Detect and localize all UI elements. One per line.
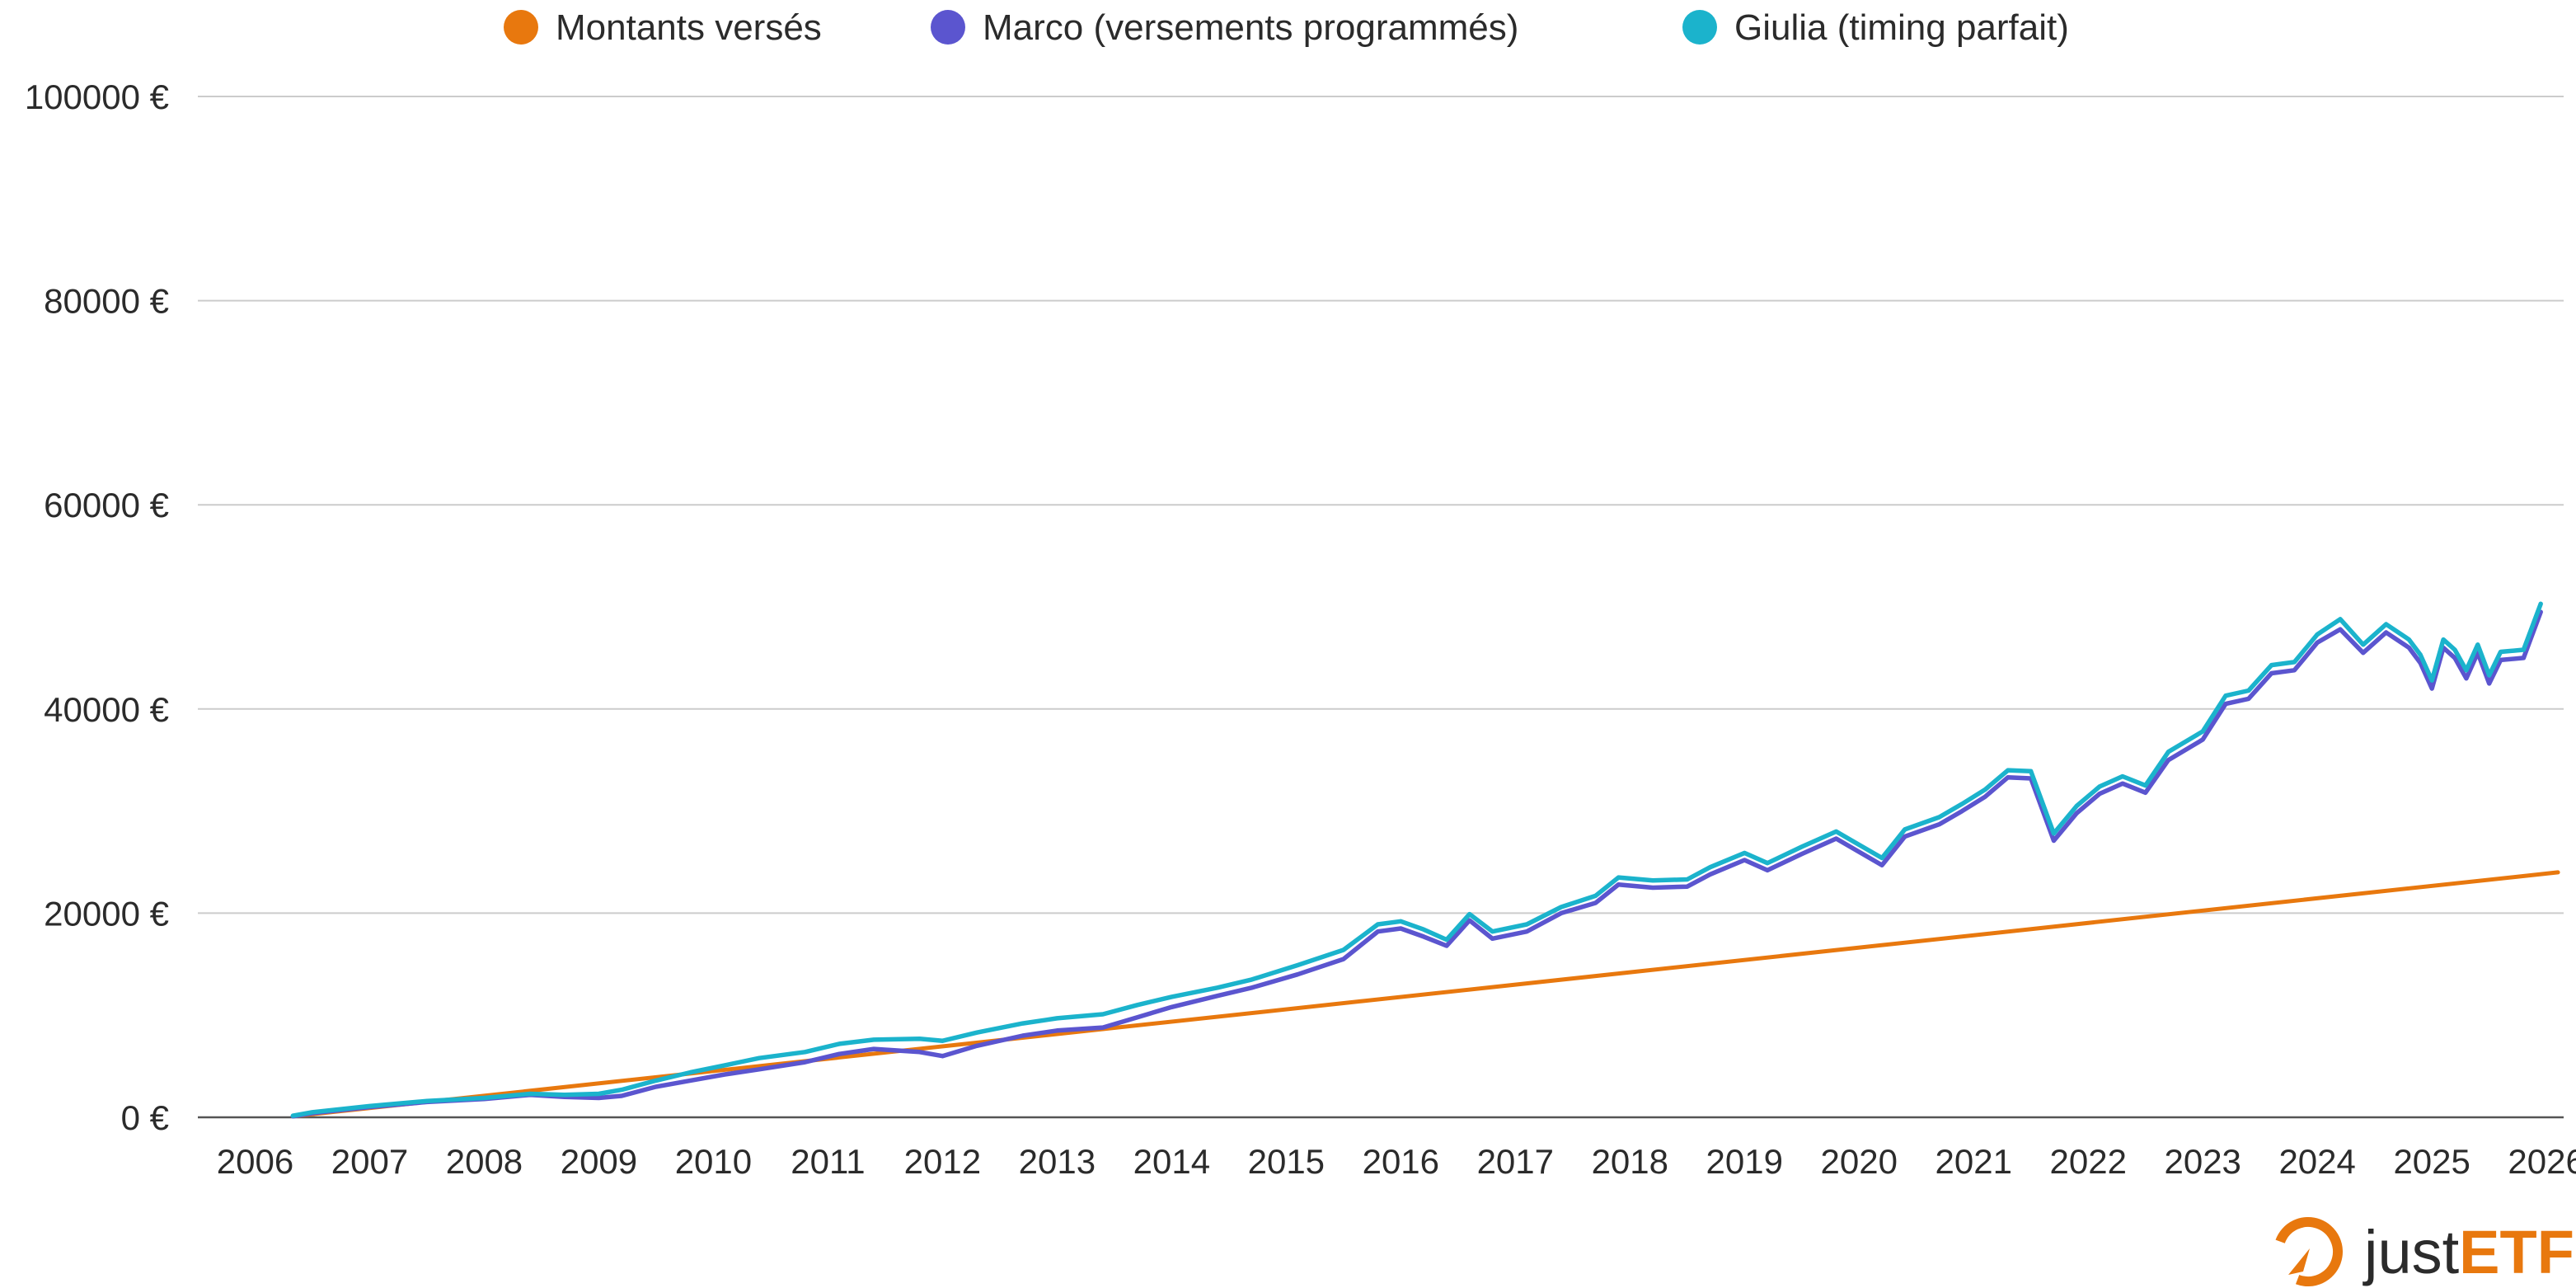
legend-marker	[931, 10, 965, 45]
y-tick-label: 100000 €	[25, 78, 169, 116]
x-tick-label: 2012	[904, 1142, 981, 1181]
legend-item: Giulia (timing parfait)	[1682, 7, 2069, 48]
x-tick-label: 2022	[2050, 1142, 2127, 1181]
legend-label: Montants versés	[556, 7, 822, 48]
x-tick-label: 2010	[675, 1142, 752, 1181]
x-tick-label: 2013	[1019, 1142, 1096, 1181]
x-tick-label: 2014	[1133, 1142, 1210, 1181]
series-lines	[290, 601, 2560, 1119]
x-tick-label: 2026	[2508, 1142, 2576, 1181]
x-tick-label: 2015	[1248, 1142, 1325, 1181]
x-tick-label: 2019	[1706, 1142, 1783, 1181]
y-tick-label: 40000 €	[44, 690, 169, 729]
x-tick-label: 2020	[1821, 1142, 1898, 1181]
legend-marker	[504, 10, 538, 45]
x-tick-label: 2017	[1477, 1142, 1554, 1181]
legend-item: Marco (versements programmés)	[931, 7, 1518, 48]
logo-text: justETF	[2363, 1218, 2574, 1286]
series-line-2	[290, 609, 2543, 1119]
x-tick-label: 2008	[446, 1142, 523, 1181]
x-tick-label: 2009	[561, 1142, 637, 1181]
x-tick-label: 2016	[1363, 1142, 1439, 1181]
y-tick-label: 60000 €	[44, 486, 169, 524]
x-axis: 2006 2007 2008 2009 2010 2011 2012 2013 2014 2015…	[217, 1142, 2576, 1181]
x-tick-label: 2023	[2164, 1142, 2241, 1181]
legend-item: Montants versés	[504, 7, 822, 48]
y-tick-label: 20000 €	[44, 894, 169, 933]
grid	[198, 96, 2564, 1119]
logo-mark-icon	[2273, 1217, 2343, 1286]
y-axis: 0 € 20000 € 40000 € 60000 € 80000 € 100000 €	[25, 78, 169, 1137]
legend-marker	[1682, 10, 1717, 45]
x-tick-label: 2007	[331, 1142, 408, 1181]
x-tick-label: 2024	[2278, 1142, 2355, 1181]
x-tick-label: 2021	[1936, 1142, 2012, 1181]
legend-label: Marco (versements programmés)	[983, 7, 1518, 48]
x-tick-label: 2018	[1592, 1142, 1668, 1181]
justetf-logo: justETF	[2273, 1217, 2574, 1286]
y-tick-label: 80000 €	[44, 282, 169, 321]
series-line-1	[290, 870, 2560, 1119]
x-tick-label: 2025	[2393, 1142, 2470, 1181]
legend-label: Giulia (timing parfait)	[1734, 7, 2069, 48]
legend: Montants versés Marco (versements program…	[504, 7, 2069, 48]
y-tick-label: 0 €	[121, 1098, 169, 1137]
x-tick-label: 2006	[217, 1142, 293, 1181]
series-line-3	[290, 601, 2543, 1118]
x-tick-label: 2011	[791, 1142, 865, 1181]
